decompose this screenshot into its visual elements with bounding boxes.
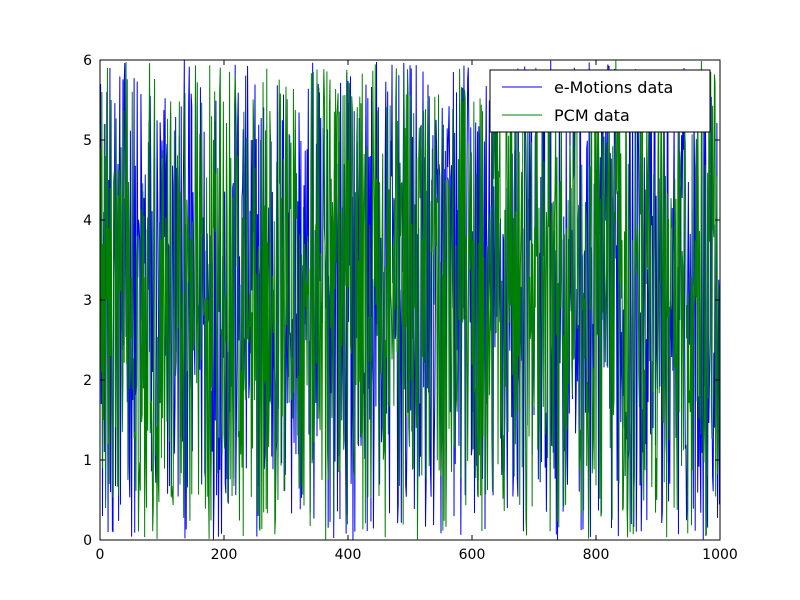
y-tick-label: 4 [83, 213, 92, 229]
y-tick-label: 0 [83, 533, 92, 549]
x-tick-label: 1000 [702, 547, 738, 563]
y-tick-label: 3 [83, 293, 92, 309]
legend-box [489, 69, 711, 133]
y-tick-label: 5 [83, 133, 92, 149]
x-tick-label: 200 [211, 547, 238, 563]
legend-label-pcm: PCM data [554, 106, 630, 125]
x-tick-label: 800 [583, 547, 610, 563]
ticks-layer: 0 200 400 600 800 1000 0 1 2 3 4 5 6 [83, 53, 738, 563]
y-tick-label: 2 [83, 373, 92, 389]
legend-label-e-motions: e-Motions data [554, 78, 673, 97]
x-tick-label: 600 [459, 547, 486, 563]
legend: e-Motions data PCM data [489, 69, 711, 133]
y-tick-label: 6 [83, 53, 92, 69]
x-tick-label: 400 [335, 547, 362, 563]
y-tick-label: 1 [83, 453, 92, 469]
x-tick-label: 0 [96, 547, 105, 563]
